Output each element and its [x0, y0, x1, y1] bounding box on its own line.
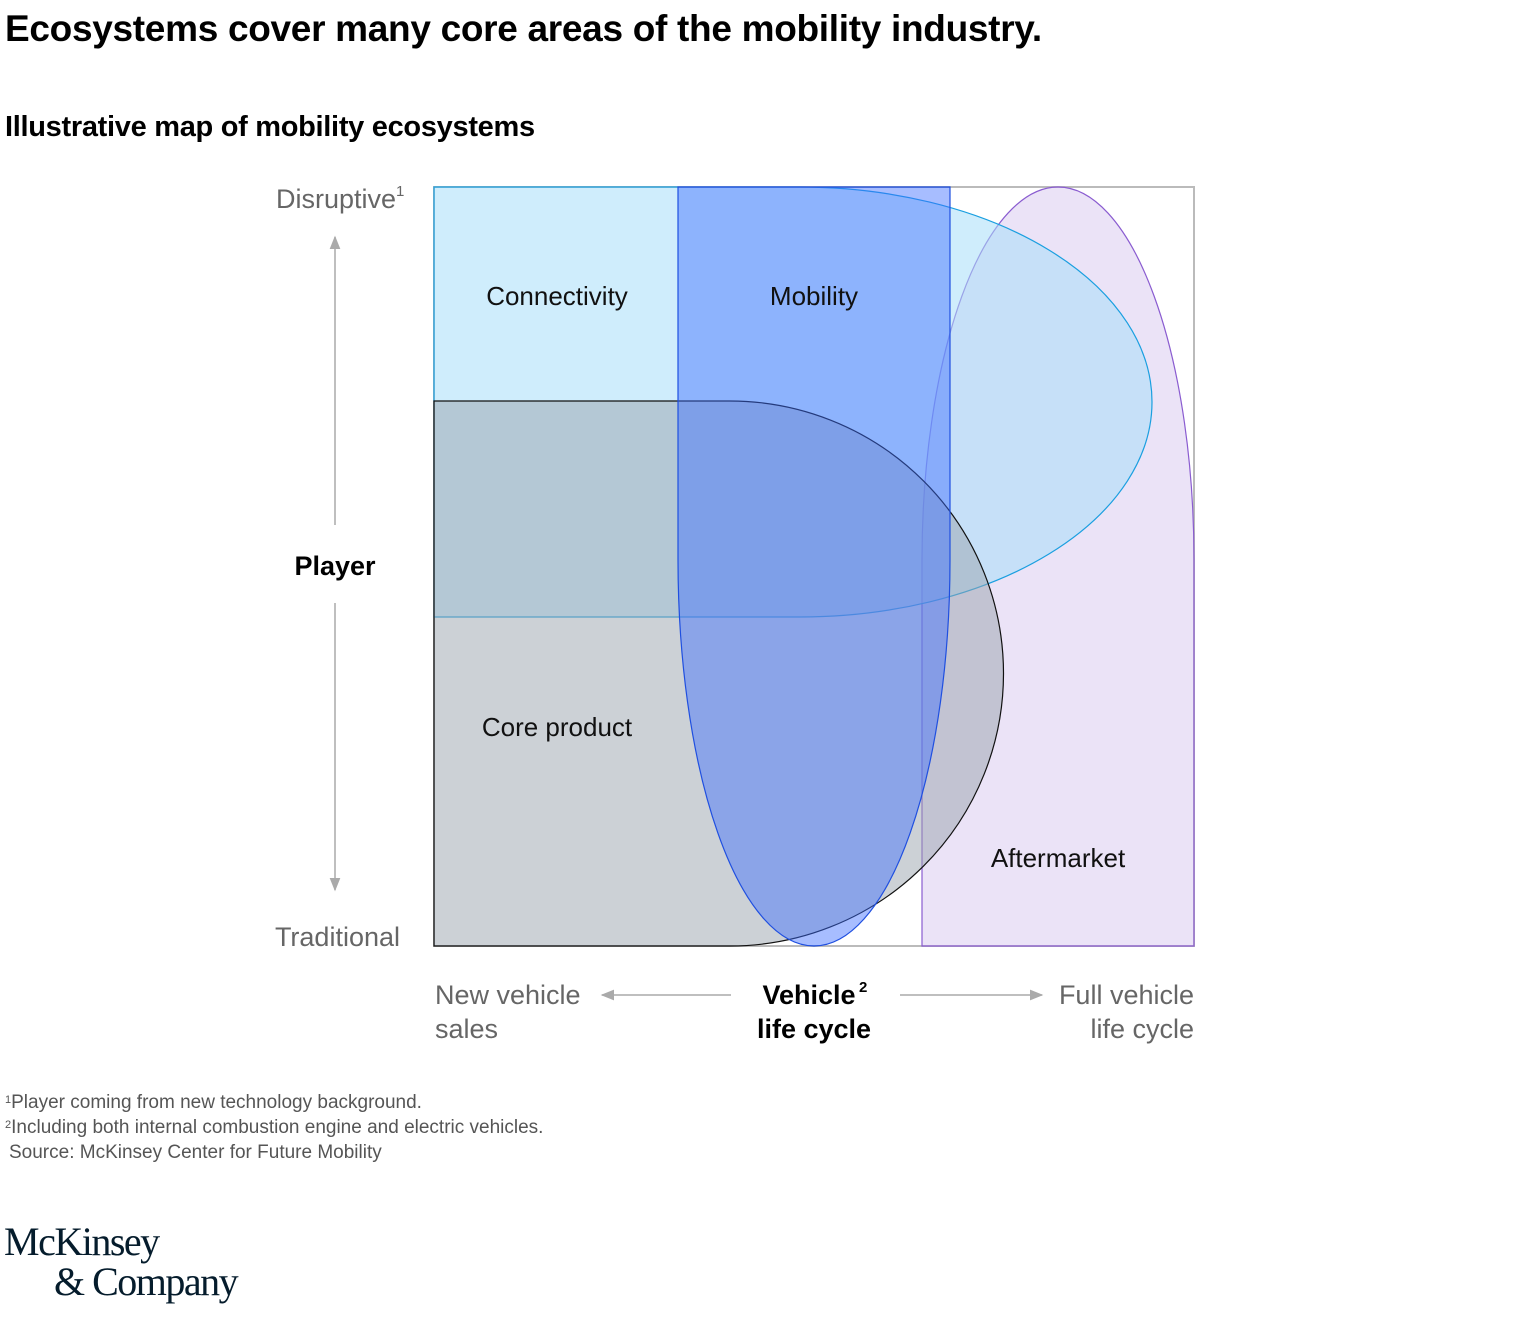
- footnote-1-text: Player coming from new technology backgr…: [11, 1092, 422, 1113]
- label-core-product: Core product: [482, 712, 633, 742]
- x-axis-left-label-2: sales: [435, 1014, 498, 1044]
- x-axis-center-label-1: Vehicle: [762, 980, 855, 1010]
- source-note: Source: McKinsey Center for Future Mobil…: [9, 1142, 382, 1163]
- logo-line-2: & Company: [54, 1259, 239, 1304]
- mckinsey-logo: McKinsey & Company: [4, 1219, 239, 1304]
- x-axis-right-label-2: life cycle: [1090, 1014, 1194, 1044]
- footnote-1-marker: 1: [5, 1094, 12, 1106]
- label-connectivity: Connectivity: [486, 281, 628, 311]
- chart-subtitle: Illustrative map of mobility ecosystems: [5, 111, 535, 143]
- footnote-2: 2Including both internal combustion engi…: [5, 1115, 543, 1140]
- area-core-product: [433, 400, 1005, 947]
- x-axis-left-label-1: New vehicle: [435, 980, 581, 1010]
- label-mobility: Mobility: [770, 281, 858, 311]
- x-axis-center-sup: 2: [859, 979, 867, 996]
- y-axis-bottom-label: Traditional: [275, 922, 400, 952]
- y-axis-top-label: Disruptive: [276, 184, 396, 214]
- footnotes: 1Player coming from new technology backg…: [5, 1090, 543, 1165]
- y-axis-top-sup: 1: [396, 183, 404, 200]
- label-aftermarket: Aftermarket: [991, 843, 1126, 873]
- x-axis-center-label-2: life cycle: [757, 1014, 871, 1044]
- logo-line-1: McKinsey: [4, 1219, 160, 1264]
- footnote-2-text: Including both internal combustion engin…: [11, 1117, 544, 1138]
- area-mobility: [677, 186, 951, 947]
- y-axis-center-label: Player: [294, 551, 376, 581]
- footnote-1: 1Player coming from new technology backg…: [5, 1090, 543, 1115]
- x-axis-right-label-1: Full vehicle: [1059, 980, 1194, 1010]
- chart-title: Ecosystems cover many core areas of the …: [5, 8, 1042, 49]
- footnote-2-marker: 2: [5, 1119, 12, 1131]
